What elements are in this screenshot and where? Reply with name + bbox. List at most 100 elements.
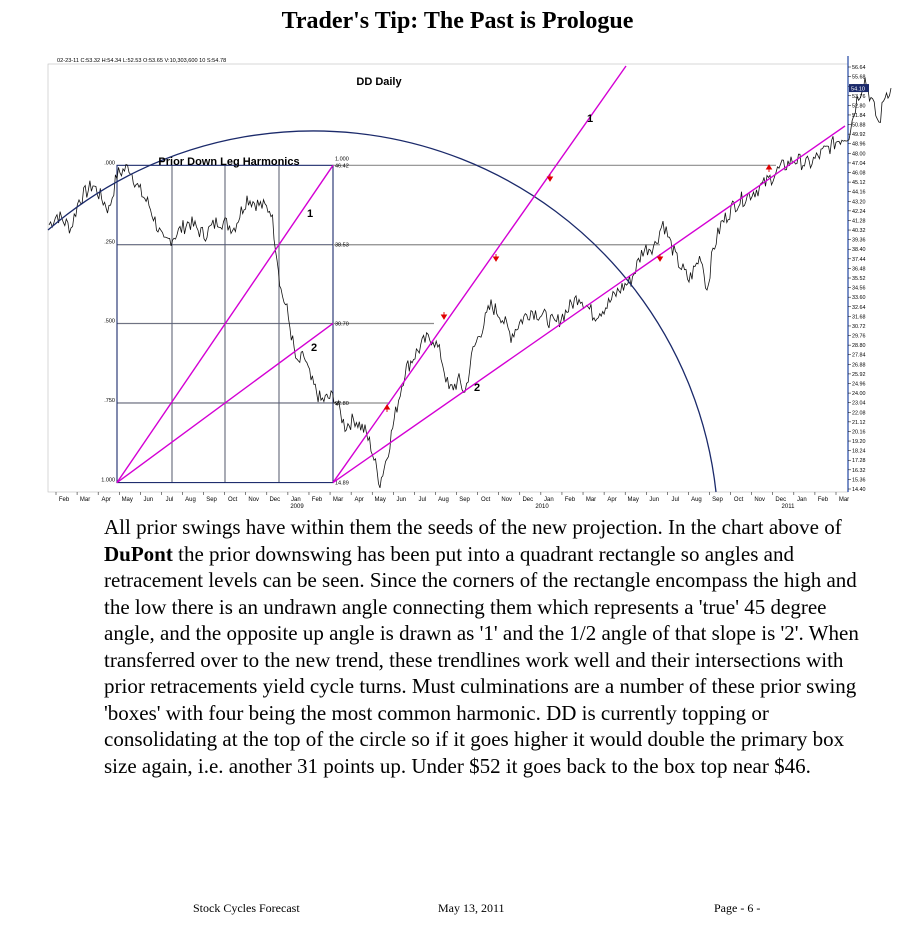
- month-tick-label: Oct: [228, 497, 238, 503]
- price-tick-label: 43.20: [852, 199, 866, 205]
- angle-label-2-box: 2: [311, 342, 317, 354]
- price-tick-label: 40.32: [852, 228, 866, 234]
- price-tick-label: 32.64: [852, 305, 866, 311]
- month-tick-label: Mar: [586, 497, 596, 503]
- price-tick-label: 33.60: [852, 295, 866, 301]
- box-price-label: 46.42: [335, 163, 349, 169]
- price-tick-label: 49.92: [852, 132, 866, 138]
- trendline-angle-1-projected: [332, 65, 627, 483]
- month-tick-label: Jun: [396, 497, 406, 503]
- month-tick-label: Aug: [691, 497, 702, 503]
- plot-border: [47, 63, 849, 493]
- month-tick-label: Apr: [607, 497, 616, 503]
- cycle-circle-arc: [47, 130, 717, 493]
- cycle-turn-arrow: [546, 174, 554, 182]
- price-tick-label: 24.00: [852, 391, 866, 397]
- price-line: [48, 77, 892, 489]
- month-tick-label: Sep: [459, 497, 470, 503]
- box-ratio-label: .750: [104, 398, 115, 404]
- page-title: Trader's Tip: The Past is Prologue: [281, 8, 634, 34]
- month-tick-label: May: [122, 497, 133, 503]
- month-tick-label: Jul: [419, 497, 427, 503]
- angle-label-2-projected: 2: [474, 382, 480, 394]
- box-ratio-label: 1.000: [101, 478, 115, 484]
- month-tick-label: Mar: [80, 497, 90, 503]
- price-tick-label: 25.92: [852, 372, 866, 378]
- price-tick-label: 55.68: [852, 75, 866, 81]
- month-tick-label: Aug: [185, 497, 196, 503]
- price-series: [48, 77, 892, 489]
- month-tick-label: Oct: [481, 497, 491, 503]
- price-tick-label: 48.96: [852, 142, 866, 148]
- chart-frame: [47, 56, 849, 493]
- price-tick-label: 47.04: [852, 161, 866, 167]
- last-price-label: 54.10: [851, 87, 865, 93]
- cycle-turn-arrow: [765, 164, 773, 172]
- month-tick-label: Jan: [544, 497, 554, 503]
- footer-publication: Stock Cycles Forecast: [193, 901, 300, 915]
- price-tick-label: 26.88: [852, 362, 866, 368]
- price-tick-label: 28.80: [852, 343, 866, 349]
- price-tick-label: 45.12: [852, 180, 866, 186]
- price-tick-label: 31.68: [852, 314, 866, 320]
- price-tick-label: 19.20: [852, 439, 866, 445]
- price-tick-label: 23.04: [852, 401, 866, 407]
- month-tick-label: Jun: [649, 497, 659, 503]
- month-tick-label: Dec: [269, 497, 280, 503]
- month-tick-label: Jan: [291, 497, 301, 503]
- annotation-prior-down-leg: Prior Down Leg Harmonics: [158, 156, 299, 168]
- price-tick-label: 37.44: [852, 257, 866, 263]
- price-tick-label: 21.12: [852, 420, 866, 426]
- month-tick-label: May: [628, 497, 639, 503]
- price-tick-label: 24.96: [852, 382, 866, 388]
- price-tick-label: 16.32: [852, 468, 866, 474]
- price-tick-label: 29.76: [852, 334, 866, 340]
- month-tick-label: Dec: [522, 497, 533, 503]
- box-price-label: 14.89: [335, 481, 349, 487]
- month-tick-label: Sep: [712, 497, 723, 503]
- price-tick-label: 56.64: [852, 65, 866, 71]
- trendline-angle-1-box: [116, 164, 334, 483]
- month-tick-label: Feb: [565, 497, 576, 503]
- company-name: DuPont: [104, 541, 173, 566]
- trendline-angle-2-box: [116, 322, 334, 484]
- price-tick-label: 46.08: [852, 171, 866, 177]
- box-price-label: 22.80: [335, 401, 349, 407]
- cycle-turn-arrow: [492, 254, 500, 262]
- price-tick-label: 38.40: [852, 247, 866, 253]
- price-tick-label: 18.24: [852, 449, 866, 455]
- month-tick-label: Apr: [354, 497, 363, 503]
- price-tick-label: 34.56: [852, 286, 866, 292]
- year-tick-label: 2011: [782, 504, 796, 510]
- month-tick-label: Nov: [501, 497, 512, 503]
- price-tick-label: 22.08: [852, 410, 866, 416]
- price-tick-label: 51.84: [852, 113, 866, 119]
- box-ratio-label: .250: [104, 240, 115, 246]
- trendline-angle-2-projected: [332, 125, 846, 484]
- month-tick-label: Mar: [839, 497, 849, 503]
- price-tick-label: 30.72: [852, 324, 866, 330]
- stock-chart: .000 46.42 .250 38.53 .500 30.70 .750 22.80 1.00…: [47, 56, 892, 510]
- cycle-turn-arrow: [383, 404, 391, 412]
- month-tick-label: Feb: [59, 497, 70, 503]
- price-tick-label: 48.00: [852, 151, 866, 157]
- price-tick-label: 14.40: [852, 487, 866, 493]
- footer-date: May 13, 2011: [438, 901, 505, 915]
- year-tick-label: 2010: [535, 504, 549, 510]
- box-grid: .000 46.42 .250 38.53 .500 30.70 .750 22.80 1.00…: [101, 156, 776, 487]
- month-tick-label: Apr: [101, 497, 110, 503]
- price-tick-label: 20.16: [852, 429, 866, 435]
- box-price-label: 30.70: [335, 321, 349, 327]
- body-rest: the prior downswing has been put into a …: [104, 541, 859, 778]
- month-tick-label: May: [375, 497, 386, 503]
- price-tick-label: 41.28: [852, 218, 866, 224]
- box-right-ratio-label: 1.000: [335, 156, 349, 162]
- price-tick-label: 35.52: [852, 276, 866, 282]
- month-tick-label: Jan: [797, 497, 807, 503]
- cycle-turn-arrow: [440, 312, 448, 320]
- chart-header: 02-23-11 C:53.32 H:54.34 L:52.53 O:53.65…: [57, 58, 226, 64]
- month-tick-label: Mar: [333, 497, 343, 503]
- price-tick-label: 50.88: [852, 123, 866, 129]
- price-tick-label: 36.48: [852, 266, 866, 272]
- price-tick-label: 17.28: [852, 458, 866, 464]
